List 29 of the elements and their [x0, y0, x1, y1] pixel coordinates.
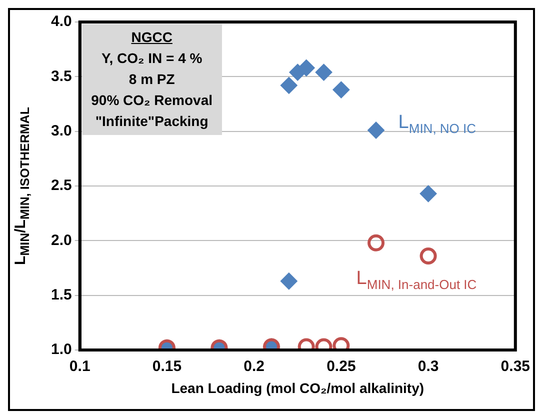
x-tick-label: 0.35 [500, 358, 530, 376]
y-tick-label: 3.0 [50, 122, 72, 140]
annotation: 90% CO₂ Removal [90, 91, 214, 110]
y-tick-label: 1.5 [50, 286, 72, 304]
point [368, 234, 385, 252]
series-label: L$_{MIN, In-and-Out IC}$ [356, 268, 477, 292]
point [298, 59, 315, 76]
y-tick-label: 2.5 [50, 177, 72, 194]
y-tick-label: 1.0 [50, 341, 72, 358]
point [368, 122, 385, 139]
x-tick-label: 0.1 [69, 358, 90, 376]
point [315, 64, 332, 81]
annotation: "Infinite"Packing [94, 112, 210, 131]
annotation: 8 m PZ [128, 70, 176, 89]
point [332, 81, 350, 98]
y-tick-label: 2.0 [50, 232, 72, 249]
x-axis-title: Lean Loading (mol CO₂/mol alkalinity) [171, 380, 424, 396]
annotation: NGCC [130, 28, 174, 47]
x-tick-label: 0.15 [152, 358, 182, 376]
x-tick-label: 0.2 [244, 358, 264, 376]
y-tick-label: 4.0 [50, 13, 72, 30]
point [420, 185, 437, 202]
series-label: L$_{MIN, NO IC}$ [398, 112, 476, 136]
annotation: Y, CO₂ IN = 4 % [100, 49, 204, 68]
point [280, 76, 298, 94]
point [420, 247, 437, 264]
x-tick-label: 0.3 [418, 358, 439, 376]
y-tick-label: 3.5 [50, 68, 72, 85]
x-tick-label: 0.25 [326, 358, 356, 376]
